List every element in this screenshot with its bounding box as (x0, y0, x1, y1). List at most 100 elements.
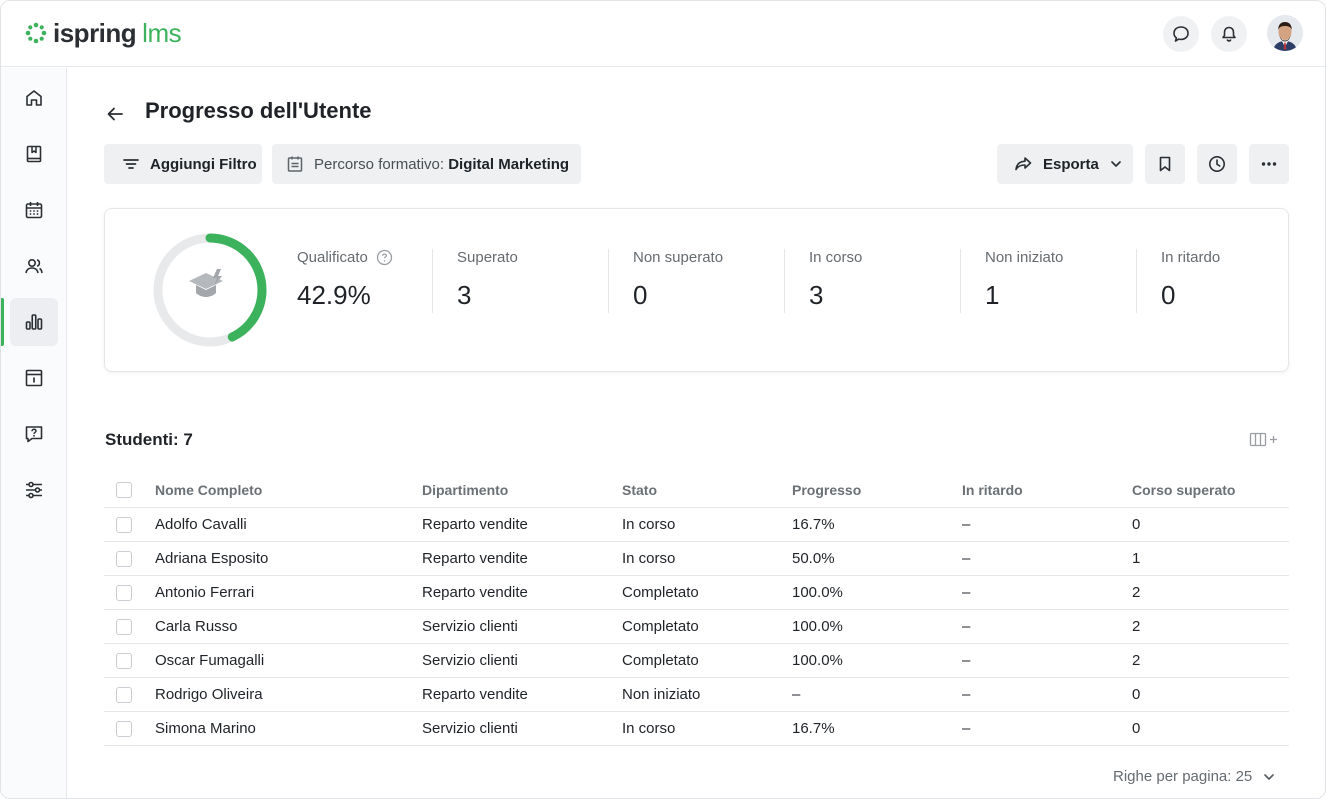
column-header[interactable]: Progresso (792, 481, 862, 498)
cell-courses-passed: 0 (1132, 516, 1141, 533)
users-icon (25, 259, 43, 274)
column-settings-icon[interactable] (1249, 430, 1281, 450)
sidebar-item-users[interactable] (10, 242, 58, 290)
column-header[interactable]: Nome Completo (155, 481, 263, 498)
select-all-checkbox[interactable] (116, 481, 132, 498)
stat-overdue: In ritardo 0 (1161, 249, 1220, 311)
add-filter-label: Aggiungi Filtro (150, 155, 257, 173)
history-button[interactable] (1197, 144, 1237, 184)
table-row[interactable]: Oscar Fumagalli Servizio clienti Completat… (104, 644, 1289, 678)
sidebar-item-info[interactable] (10, 354, 58, 402)
cell-progress: 100.0% (792, 652, 843, 669)
export-label: Esporta (1043, 155, 1099, 173)
cell-department: Reparto vendite (422, 550, 528, 567)
stat-failed: Non superato 0 (633, 249, 723, 311)
row-checkbox[interactable] (116, 720, 132, 737)
column-header[interactable]: In ritardo (962, 481, 1023, 498)
cell-progress: 100.0% (792, 618, 843, 635)
learning-path-filter[interactable]: Percorso formativo: Digital Marketing (272, 144, 581, 184)
stat-label: Superato (457, 249, 518, 266)
sidebar-item-library[interactable] (10, 130, 58, 178)
table-row[interactable]: Antonio Ferrari Reparto vendite Completato… (104, 576, 1289, 610)
divider (1136, 249, 1137, 313)
book-icon (26, 145, 42, 163)
help-circle-icon[interactable] (376, 249, 393, 266)
top-bar: ispring lms (1, 1, 1325, 67)
table-row[interactable]: Adriana Esposito Reparto vendite In corso 5… (104, 542, 1289, 576)
cell-status: Completato (622, 618, 699, 635)
row-checkbox[interactable] (116, 652, 132, 669)
divider (960, 249, 961, 313)
add-filter-button[interactable]: Aggiungi Filtro (104, 144, 262, 184)
table-row[interactable]: Carla Russo Servizio clienti Completato 100… (104, 610, 1289, 644)
qualified-progress-ring (153, 233, 267, 347)
cell-status: In corso (622, 516, 676, 533)
cell-full-name[interactable]: Carla Russo (155, 618, 238, 635)
cell-department: Reparto vendite (422, 584, 528, 601)
cell-courses-passed: 2 (1132, 584, 1141, 601)
more-button[interactable] (1249, 144, 1289, 184)
chat-icon[interactable] (1163, 16, 1199, 52)
column-header[interactable]: Stato (622, 481, 657, 498)
row-checkbox[interactable] (116, 550, 132, 567)
sidebar (1, 68, 67, 798)
cell-full-name[interactable]: Antonio Ferrari (155, 584, 255, 601)
sidebar-item-help[interactable] (10, 410, 58, 458)
table-header: Nome Completo Dipartimento Stato Progres… (104, 472, 1289, 508)
info-icon (25, 369, 43, 387)
rows-per-page-label: Righe per pagina: 25 (1113, 768, 1253, 785)
row-checkbox[interactable] (116, 618, 132, 635)
divider (608, 249, 609, 313)
divider (432, 249, 433, 313)
cell-status: Completato (622, 584, 699, 601)
cell-courses-passed: 0 (1132, 720, 1141, 737)
cell-full-name[interactable]: Oscar Fumagalli (155, 652, 265, 669)
cell-department: Reparto vendite (422, 686, 528, 703)
table-row[interactable]: Rodrigo Oliveira Reparto vendite Non inizi… (104, 678, 1289, 712)
stat-label: Non superato (633, 249, 724, 266)
logo[interactable]: ispring lms (25, 17, 182, 49)
bell-icon[interactable] (1211, 16, 1247, 52)
cell-full-name[interactable]: Adriana Esposito (155, 550, 269, 567)
sidebar-active-indicator (1, 298, 4, 346)
sidebar-item-home[interactable] (10, 74, 58, 122)
chevron-down-icon (1264, 773, 1275, 780)
sidebar-item-calendar[interactable] (10, 186, 58, 234)
chevron-down-icon (1111, 161, 1121, 167)
user-avatar[interactable] (1267, 15, 1303, 51)
cell-overdue: – (962, 550, 971, 567)
cell-full-name[interactable]: Adolfo Cavalli (155, 516, 247, 533)
cell-progress: 16.7% (792, 720, 835, 737)
summary-card: Qualificato 42.9% Superato 3 Non superat… (104, 208, 1289, 372)
settings-sliders-icon (26, 481, 42, 499)
bookmark-button[interactable] (1145, 144, 1185, 184)
row-checkbox[interactable] (116, 686, 132, 703)
cell-full-name[interactable]: Simona Marino (155, 720, 256, 737)
cell-overdue: – (962, 720, 971, 737)
rows-per-page-selector[interactable]: Righe per pagina: 25 (1113, 768, 1276, 785)
cell-full-name[interactable]: Rodrigo Oliveira (155, 686, 263, 703)
table-row[interactable]: Simona Marino Servizio clienti In corso 16.… (104, 712, 1289, 746)
cell-progress: – (792, 686, 801, 703)
sidebar-item-settings[interactable] (10, 466, 58, 514)
cell-department: Servizio clienti (422, 618, 518, 635)
filter-icon (123, 159, 139, 169)
stat-value: 0 (1161, 280, 1176, 310)
cell-department: Servizio clienti (422, 652, 518, 669)
row-checkbox[interactable] (116, 584, 132, 601)
stat-value: 0 (633, 280, 648, 310)
stat-value: 3 (809, 280, 824, 310)
row-checkbox[interactable] (116, 516, 132, 533)
sidebar-item-reports[interactable] (10, 298, 58, 346)
cell-courses-passed: 2 (1132, 652, 1141, 669)
cell-department: Servizio clienti (422, 720, 518, 737)
table-row[interactable]: Adolfo Cavalli Reparto vendite In corso 16.… (104, 508, 1289, 542)
column-header[interactable]: Dipartimento (422, 481, 509, 498)
back-arrow-icon[interactable] (103, 102, 127, 126)
cell-department: Reparto vendite (422, 516, 528, 533)
calendar-icon (25, 202, 43, 219)
stat-passed: Superato 3 (457, 249, 518, 311)
column-header[interactable]: Corso superato (1132, 481, 1236, 498)
export-button[interactable]: Esporta (997, 144, 1133, 184)
